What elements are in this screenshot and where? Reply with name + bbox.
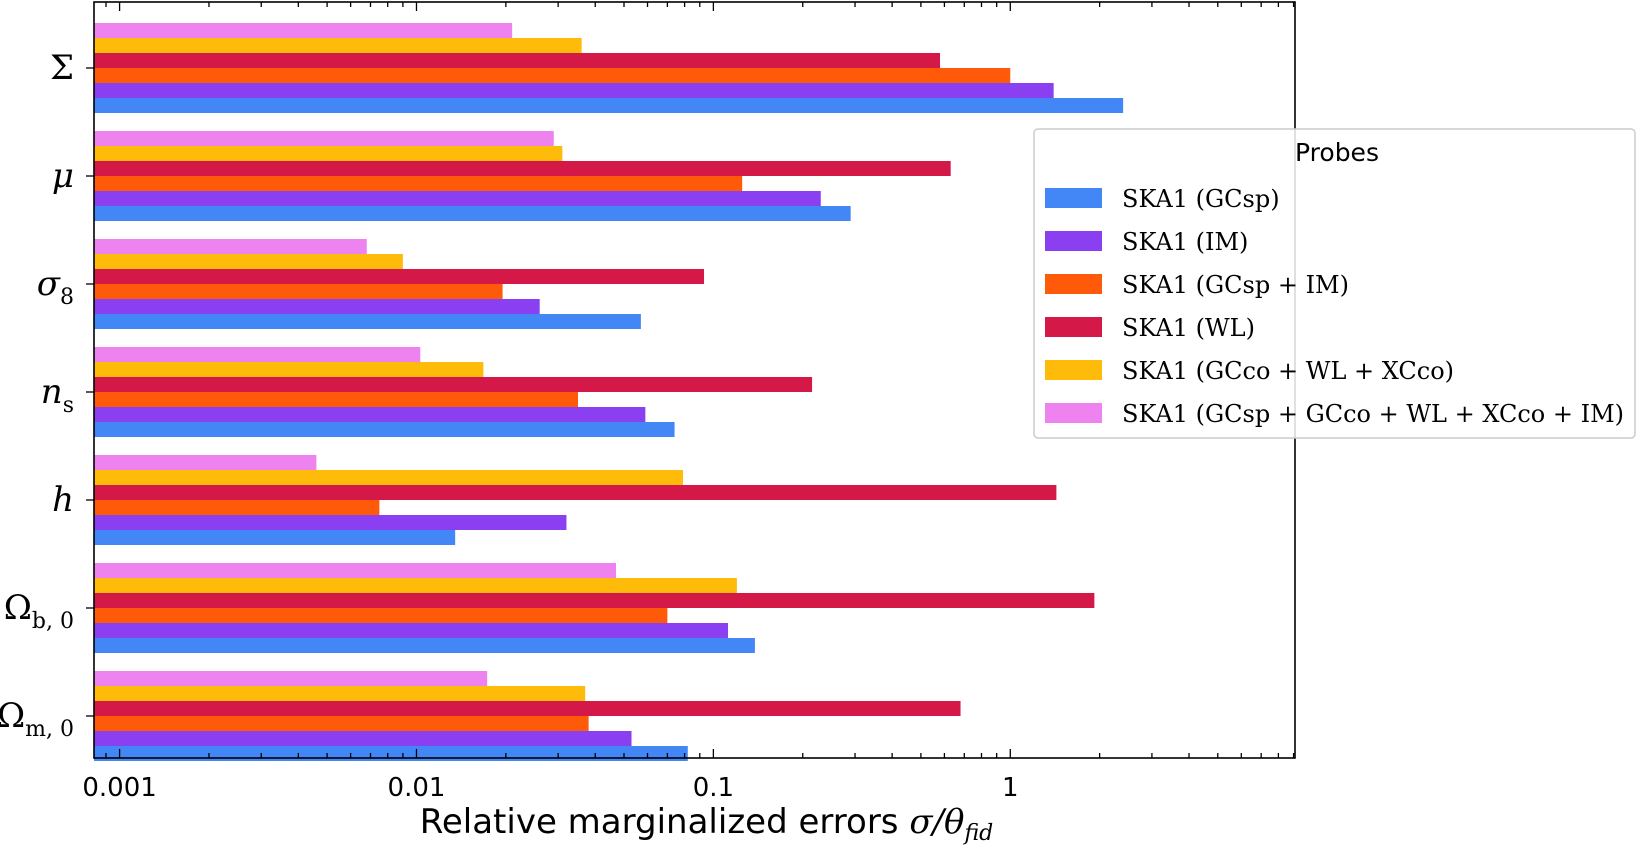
bar-3-5 — [94, 593, 1095, 608]
bar-4-5 — [94, 578, 737, 593]
legend-label: SKA1 (GCsp + IM) — [1122, 271, 1349, 299]
legend-label: SKA1 (GCsp) — [1122, 185, 1280, 213]
bar-1-2 — [94, 299, 540, 314]
legend-items: SKA1 (GCsp) SKA1 (IM) SKA1 (GCsp + IM) SKA1… — [1045, 185, 1624, 428]
bar-0-1 — [94, 206, 851, 221]
bar-3-6 — [94, 701, 961, 716]
bar-4-1 — [94, 146, 563, 161]
x-axis-label-sub: fid — [962, 821, 993, 846]
bar-2-4 — [94, 500, 380, 515]
bar-4-0 — [94, 38, 582, 53]
x-axis-label-text: Relative marginalized errors — [420, 802, 910, 842]
x-tick-label: 1 — [1002, 773, 1019, 803]
bars-layer — [94, 23, 1124, 761]
bar-4-4 — [94, 470, 683, 485]
bar-1-4 — [94, 515, 567, 530]
bar-3-2 — [94, 269, 705, 284]
bar-2-0 — [94, 68, 1011, 83]
bar-4-3 — [94, 362, 484, 377]
legend-label: SKA1 (IM) — [1122, 228, 1248, 256]
bar-0-3 — [94, 422, 675, 437]
x-tick-label: 0.01 — [388, 773, 446, 803]
bar-5-3 — [94, 347, 421, 362]
x-axis-label-math: σ/θ — [909, 802, 964, 842]
bar-5-1 — [94, 131, 554, 146]
category-label: σ8 — [37, 264, 74, 310]
x-tick-label: 0.001 — [82, 773, 156, 803]
x-axis-label: Relative marginalized errors σ/θfid — [420, 802, 993, 846]
bar-2-2 — [94, 284, 503, 299]
legend-label: SKA1 (GCco + WL + XCco) — [1122, 357, 1454, 385]
bar-5-2 — [94, 239, 367, 254]
bar-2-3 — [94, 392, 579, 407]
bar-2-6 — [94, 716, 589, 731]
legend-box — [1033, 128, 1636, 439]
bar-3-0 — [94, 53, 941, 68]
category-label: Σ — [50, 48, 74, 88]
category-label: Ωb, 0 — [4, 588, 74, 634]
legend-label: SKA1 (GCsp + GCco + WL + XCco + IM) — [1122, 400, 1624, 428]
bar-5-4 — [94, 455, 317, 470]
bar-0-5 — [94, 638, 755, 653]
category-label: ns — [41, 372, 74, 418]
bar-3-1 — [94, 161, 951, 176]
bar-0-0 — [94, 98, 1124, 113]
bar-2-5 — [94, 608, 668, 623]
bar-2-1 — [94, 176, 743, 191]
bar-1-6 — [94, 731, 632, 746]
x-axis: 0.001 0.01 0.1 1 — [82, 2, 1295, 803]
legend-swatch — [1045, 274, 1102, 294]
bar-1-5 — [94, 623, 728, 638]
legend-swatch — [1045, 231, 1102, 251]
legend-swatch — [1045, 403, 1102, 423]
y-axis: Σμ σ8 ns h Ωb, 0 Ωm, 0 — [0, 48, 94, 742]
x-tick-label: 0.1 — [693, 773, 734, 803]
bar-4-6 — [94, 686, 586, 701]
bar-5-0 — [94, 23, 513, 38]
legend-swatch — [1045, 317, 1102, 337]
legend-label: SKA1 (WL) — [1122, 314, 1255, 342]
bar-5-6 — [94, 671, 488, 686]
bar-4-2 — [94, 254, 403, 269]
legend: Probes SKA1 (GCsp) SKA1 (IM) SKA1 (GCsp + … — [1033, 128, 1636, 439]
bar-0-2 — [94, 314, 641, 329]
category-label: h — [52, 480, 74, 520]
bar-1-0 — [94, 83, 1054, 98]
category-label: μ — [52, 156, 74, 196]
bar-3-3 — [94, 377, 813, 392]
bar-5-5 — [94, 563, 617, 578]
legend-title: Probes — [1295, 138, 1379, 167]
bar-0-4 — [94, 530, 456, 545]
category-label: Ωm, 0 — [0, 696, 74, 742]
bar-1-1 — [94, 191, 821, 206]
bar-3-4 — [94, 485, 1057, 500]
bar-1-3 — [94, 407, 646, 422]
legend-swatch — [1045, 360, 1102, 380]
legend-swatch — [1045, 188, 1102, 208]
